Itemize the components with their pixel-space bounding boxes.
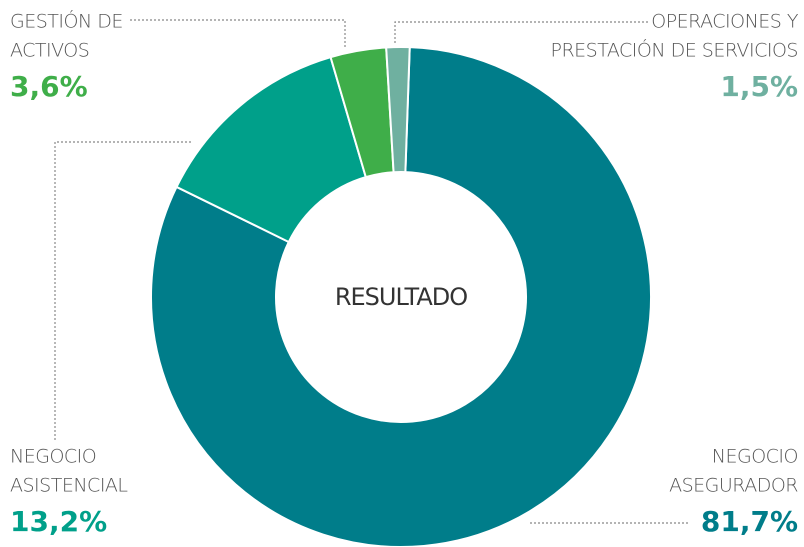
slice-value-label: 81,7%	[701, 505, 798, 538]
leader-line	[130, 19, 346, 48]
donut	[150, 46, 652, 547]
slice-value-label: 1,5%	[720, 70, 798, 103]
slice-name: ASISTENCIAL	[10, 475, 128, 497]
slice-name: NEGOCIO	[10, 446, 96, 468]
center-label: RESULTADO	[335, 283, 467, 311]
slice-name: ACTIVOS	[10, 40, 89, 62]
leader-line	[54, 141, 192, 440]
leader-line	[394, 21, 648, 45]
slice	[150, 46, 652, 547]
slice-value-label: 3,6%	[10, 70, 88, 103]
slice-name: ASEGURADOR	[669, 475, 798, 497]
slice-name: NEGOCIO	[712, 446, 798, 468]
slice-name: GESTIÓN DE	[10, 9, 123, 33]
slice	[385, 46, 411, 174]
slice-value-label: 13,2%	[10, 505, 107, 538]
slice-name: OPERACIONES Y	[651, 11, 799, 33]
slice-name: PRESTACIÓN DE SERVICIOS	[551, 38, 799, 62]
